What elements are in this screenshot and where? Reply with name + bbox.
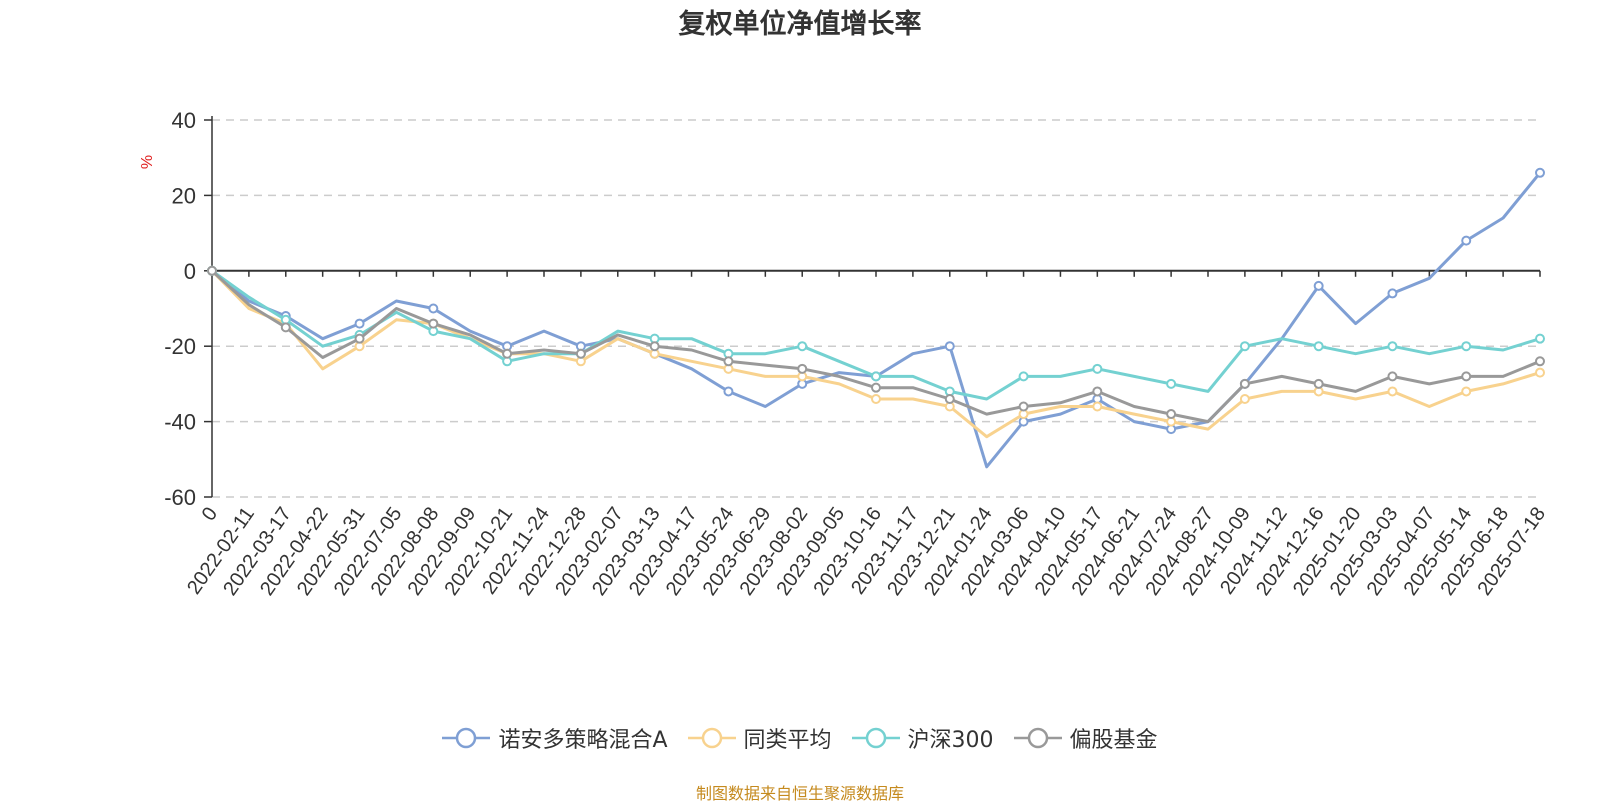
data-point[interactable] (1535, 367, 1545, 378)
data-point[interactable] (1018, 401, 1029, 412)
data-point[interactable] (1387, 371, 1398, 382)
y-tick-label: 20 (172, 183, 196, 208)
data-point[interactable] (797, 363, 808, 374)
data-point[interactable] (1461, 235, 1472, 246)
data-point[interactable] (1018, 371, 1029, 382)
data-point[interactable] (207, 265, 217, 276)
data-point[interactable] (1535, 167, 1545, 178)
data-point[interactable] (797, 341, 808, 352)
data-point[interactable] (1387, 386, 1398, 397)
legend-label: 偏股基金 (1069, 728, 1158, 753)
legend-label: 诺安多策略混合A (498, 728, 668, 753)
legend-item-2[interactable]: 同类平均 (687, 722, 832, 754)
legend: 诺安多策略混合A 同类平均 沪深300 偏股基金 (0, 722, 1600, 754)
data-point[interactable] (1166, 378, 1177, 389)
data-point[interactable] (649, 341, 660, 352)
legend-swatch (851, 727, 900, 749)
series-layer (207, 167, 1545, 469)
y-tick-label: -40 (164, 410, 196, 435)
y-tick-label: 0 (184, 259, 196, 284)
line-chart: 40200-20-40-6002022-02-112022-03-172022-… (139, 108, 1550, 600)
data-point[interactable] (354, 318, 365, 329)
data-point[interactable] (575, 348, 586, 359)
data-point[interactable] (1461, 341, 1472, 352)
legend-label: 同类平均 (743, 728, 832, 753)
axis-layer: 40200-20-40-6002022-02-112022-03-172022-… (164, 108, 1550, 600)
data-point[interactable] (723, 356, 734, 367)
source-note: 制图数据来自恒生聚源数据库 (695, 784, 904, 803)
y-tick-label: -60 (164, 485, 196, 510)
data-point[interactable] (1313, 341, 1324, 352)
data-point[interactable] (1239, 393, 1250, 404)
data-point[interactable] (871, 382, 881, 393)
legend-label: 沪深300 (907, 728, 994, 753)
legend-item-4[interactable]: 偏股基金 (1013, 722, 1158, 754)
data-point[interactable] (1387, 288, 1398, 299)
data-point[interactable] (723, 386, 734, 397)
data-point[interactable] (1166, 409, 1177, 420)
data-point[interactable] (1535, 333, 1545, 344)
y-tick-label: 40 (172, 108, 196, 133)
data-point[interactable] (1092, 363, 1103, 374)
data-point[interactable] (1461, 386, 1472, 397)
data-point[interactable] (354, 333, 365, 344)
legend-swatch (442, 727, 491, 749)
y-axis-unit-label: % (139, 155, 156, 169)
legend-item-1[interactable]: 诺安多策略混合A (442, 722, 668, 754)
data-point[interactable] (1092, 386, 1103, 397)
data-point[interactable] (1313, 280, 1324, 291)
data-point[interactable] (1313, 378, 1324, 389)
data-point[interactable] (280, 322, 291, 333)
grid-layer (212, 119, 1540, 498)
data-point[interactable] (1535, 356, 1545, 367)
y-tick-label: -20 (164, 334, 196, 359)
data-point[interactable] (944, 341, 955, 352)
legend-swatch (687, 727, 736, 749)
data-point[interactable] (871, 371, 881, 382)
data-point[interactable] (428, 303, 439, 314)
data-point[interactable] (1461, 371, 1472, 382)
data-point[interactable] (1092, 401, 1103, 412)
data-point[interactable] (944, 393, 955, 404)
data-point[interactable] (871, 393, 881, 404)
x-tick-label: 0 (198, 503, 222, 525)
data-point[interactable] (502, 348, 513, 359)
legend-swatch (1013, 727, 1062, 749)
chart-title: 复权单位净值增长率 (678, 9, 922, 40)
data-point[interactable] (428, 318, 439, 329)
data-point[interactable] (1239, 341, 1250, 352)
data-point[interactable] (1387, 341, 1398, 352)
data-point[interactable] (1239, 378, 1250, 389)
legend-item-3[interactable]: 沪深300 (851, 722, 994, 754)
series-line-2[interactable] (210, 269, 1541, 439)
